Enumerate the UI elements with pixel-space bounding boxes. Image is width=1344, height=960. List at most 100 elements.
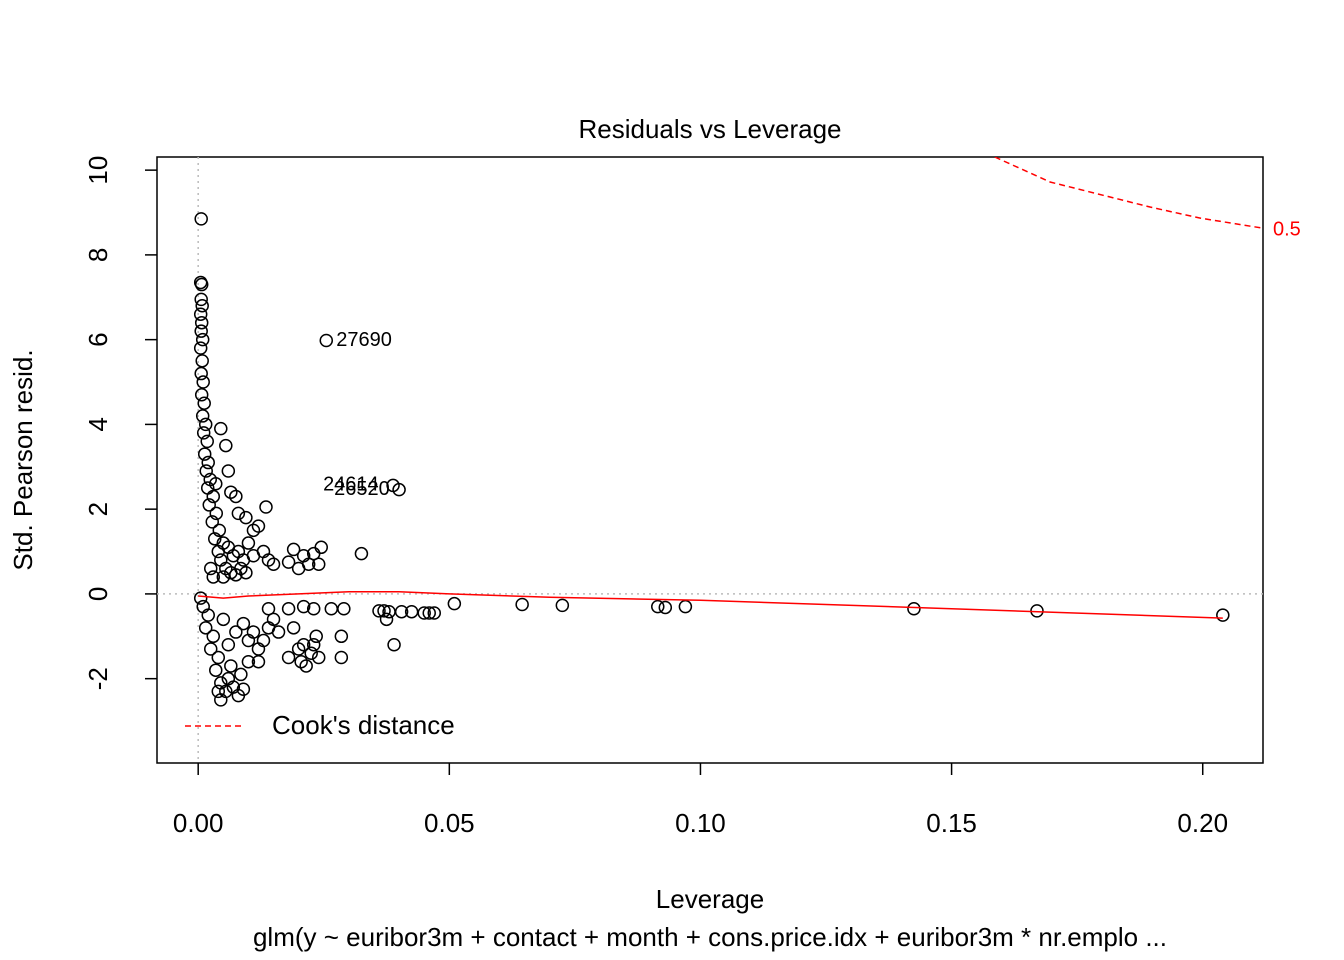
- y-tick-label: 4: [83, 417, 113, 431]
- point: [271, 625, 286, 639]
- point: [251, 654, 266, 669]
- x-tick-label: 0.10: [675, 808, 726, 838]
- point: [211, 650, 226, 665]
- point: [202, 498, 216, 512]
- point: [286, 542, 301, 557]
- point: [314, 540, 328, 555]
- point: [216, 570, 231, 584]
- point: [281, 601, 296, 616]
- point: [209, 663, 223, 677]
- point-label: 26520: [334, 478, 390, 500]
- point: [196, 375, 210, 389]
- point: [208, 532, 222, 546]
- point: [231, 506, 246, 521]
- point: [658, 600, 673, 615]
- x-tick-label: 0.00: [173, 808, 224, 838]
- point: [337, 601, 351, 616]
- point: [324, 601, 339, 616]
- point: [212, 523, 227, 538]
- point: [199, 464, 213, 478]
- y-tick-label: 8: [83, 248, 113, 262]
- point: [214, 421, 228, 436]
- point: [515, 597, 529, 612]
- point: [194, 212, 208, 226]
- point: [194, 324, 208, 338]
- smooth-line: [198, 591, 1223, 619]
- y-tick-label: 6: [83, 332, 113, 346]
- point: [304, 646, 318, 660]
- legend-label: Cook's distance: [272, 710, 455, 740]
- point: [203, 561, 218, 576]
- point: [311, 557, 326, 571]
- point: [205, 515, 219, 529]
- point: [200, 434, 214, 449]
- point: [427, 606, 442, 620]
- point: [234, 667, 248, 682]
- point: [196, 426, 211, 440]
- point: [306, 638, 321, 652]
- point: [299, 659, 313, 673]
- cooks-distance-label: 0.5: [1273, 218, 1301, 240]
- point: [198, 417, 213, 432]
- x-axis-label: Leverage: [656, 884, 764, 914]
- y-tick-label: -2: [83, 667, 113, 690]
- point-label: 24614: [323, 474, 379, 496]
- point: [224, 659, 238, 673]
- point: [229, 489, 243, 504]
- point: [201, 455, 215, 470]
- subtitle: glm(y ~ euribor3m + contact + month + co…: [253, 922, 1167, 952]
- cooks-distance-line: [994, 157, 1263, 229]
- point: [236, 682, 251, 697]
- point: [209, 476, 223, 491]
- point: [651, 599, 665, 614]
- plot-area: [157, 157, 1263, 763]
- point: [194, 315, 209, 330]
- x-tick-label: 0.15: [926, 808, 977, 838]
- point: [241, 654, 256, 669]
- point: [261, 601, 276, 616]
- point: [216, 612, 231, 627]
- point: [377, 604, 391, 618]
- point: [194, 366, 208, 381]
- point: [259, 500, 273, 514]
- point: [301, 557, 316, 571]
- point: [193, 307, 208, 321]
- point: [195, 298, 209, 313]
- point: [266, 612, 281, 627]
- point: [221, 464, 236, 478]
- point: [197, 447, 212, 461]
- point: [678, 599, 693, 614]
- point: [194, 292, 208, 307]
- point: [221, 638, 236, 652]
- x-tick-label: 0.20: [1177, 808, 1228, 838]
- point: [211, 684, 226, 699]
- point: [219, 438, 233, 453]
- point: [194, 277, 209, 292]
- point: [206, 489, 221, 504]
- point: [239, 565, 253, 580]
- y-tick-label: 10: [83, 156, 113, 185]
- point: [296, 638, 311, 652]
- point: [1216, 608, 1230, 622]
- point: [193, 591, 208, 605]
- point: [256, 633, 271, 648]
- point: [193, 341, 208, 355]
- point: [281, 555, 296, 569]
- point: [447, 596, 462, 611]
- point: [206, 570, 221, 584]
- point: [236, 616, 251, 631]
- point: [387, 638, 401, 652]
- point: [296, 599, 311, 614]
- point: [246, 625, 261, 639]
- point: [422, 606, 436, 620]
- point: [266, 557, 281, 571]
- labeled-point: [392, 482, 406, 497]
- point: [334, 650, 349, 665]
- point: [394, 604, 409, 619]
- point: [281, 650, 296, 665]
- plot-frame: [156, 156, 1264, 764]
- point: [219, 684, 233, 699]
- point: [241, 536, 256, 550]
- point: [372, 604, 386, 618]
